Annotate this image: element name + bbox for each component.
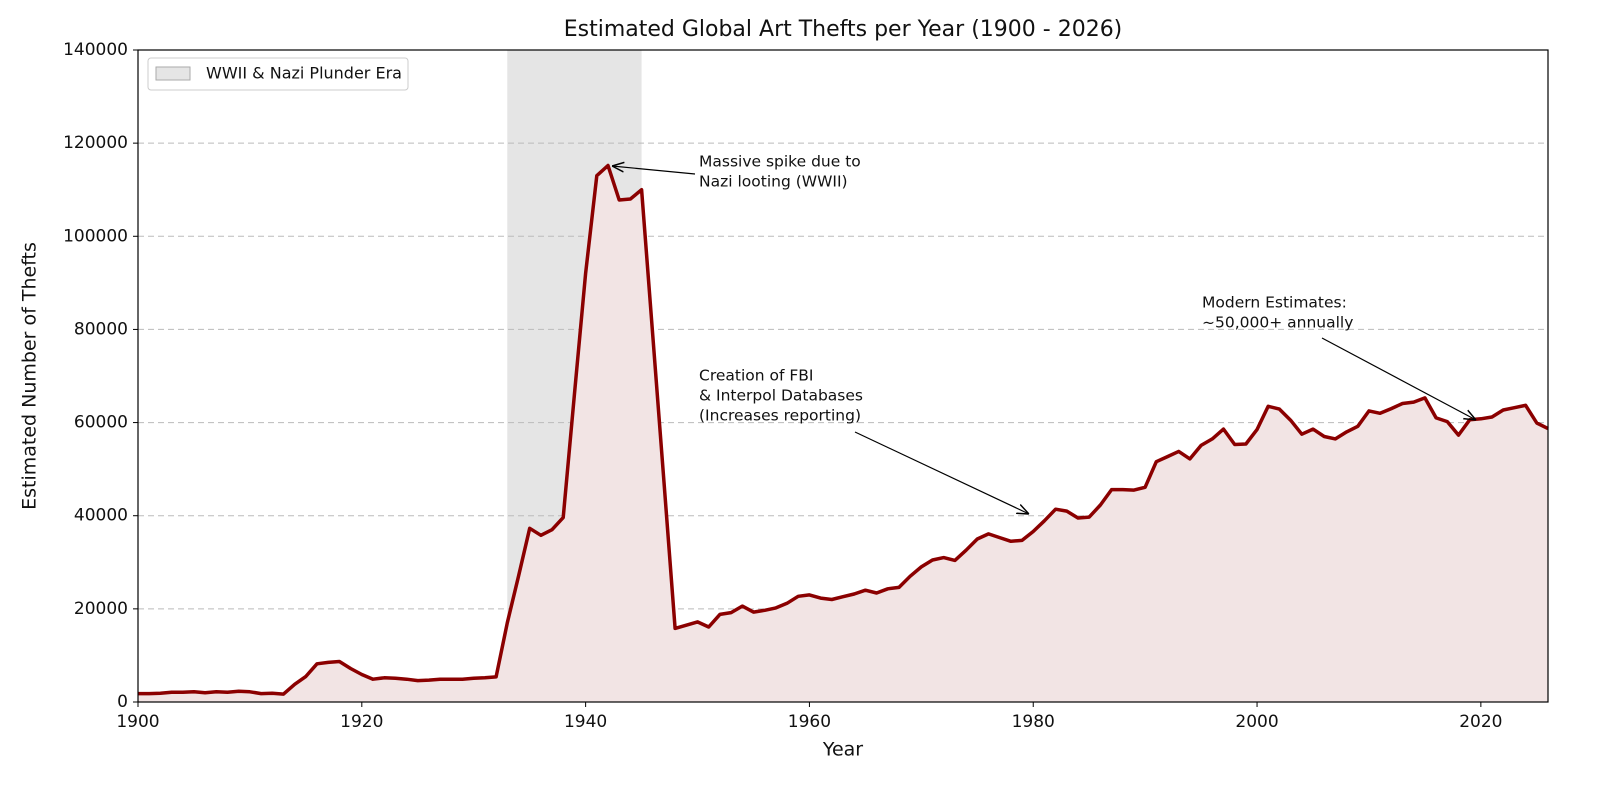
line bbox=[138, 163, 1549, 696]
chart-title: Estimated Global Art Thefts per Year (19… bbox=[564, 17, 1123, 42]
y-tick-label: 20000 bbox=[74, 599, 128, 619]
x-tick-label: 1900 bbox=[116, 712, 159, 732]
x-tick-label: 2000 bbox=[1235, 712, 1278, 732]
legend: WWII & Nazi Plunder Era bbox=[147, 57, 409, 91]
x-tick-label: 1960 bbox=[788, 712, 831, 732]
y-tick-label: 40000 bbox=[74, 506, 128, 526]
y-tick-label: 120000 bbox=[63, 133, 128, 153]
annotation-text: (Increases reporting) bbox=[699, 407, 861, 425]
annotation-arrow bbox=[612, 166, 696, 175]
x-tick-label: 2020 bbox=[1459, 712, 1502, 732]
x-tick-label: 1980 bbox=[1012, 712, 1055, 732]
legend-label: WWII & Nazi Plunder Era bbox=[206, 64, 402, 83]
x-tick-label: 1940 bbox=[564, 712, 607, 732]
y-axis-title: Estimated Number of Thefts bbox=[19, 242, 41, 510]
x-axis-title: Year bbox=[822, 739, 863, 761]
annotation-text: Nazi looting (WWII) bbox=[699, 173, 848, 191]
annotation-text: ~50,000+ annually bbox=[1202, 314, 1353, 332]
y-tick-label: 80000 bbox=[74, 319, 128, 339]
annotation-arrow bbox=[1321, 337, 1476, 420]
area bbox=[138, 165, 1548, 702]
legend-box bbox=[147, 57, 409, 91]
annotation-text: Massive spike due to bbox=[699, 153, 861, 171]
legend-swatch bbox=[155, 66, 191, 81]
annotation-text: & Interpol Databases bbox=[699, 387, 863, 405]
y-tick-label: 0 bbox=[117, 692, 128, 712]
x-tick-label: 1920 bbox=[340, 712, 383, 732]
y-tick-label: 100000 bbox=[63, 226, 128, 246]
y-tick-label: 140000 bbox=[63, 40, 128, 60]
annotation-text: Modern Estimates: bbox=[1202, 294, 1347, 312]
y-tick-label: 60000 bbox=[74, 413, 128, 433]
annotation-arrow bbox=[854, 431, 1029, 514]
plot-frame bbox=[137, 49, 1549, 703]
annotation-text: Creation of FBI bbox=[699, 367, 814, 385]
